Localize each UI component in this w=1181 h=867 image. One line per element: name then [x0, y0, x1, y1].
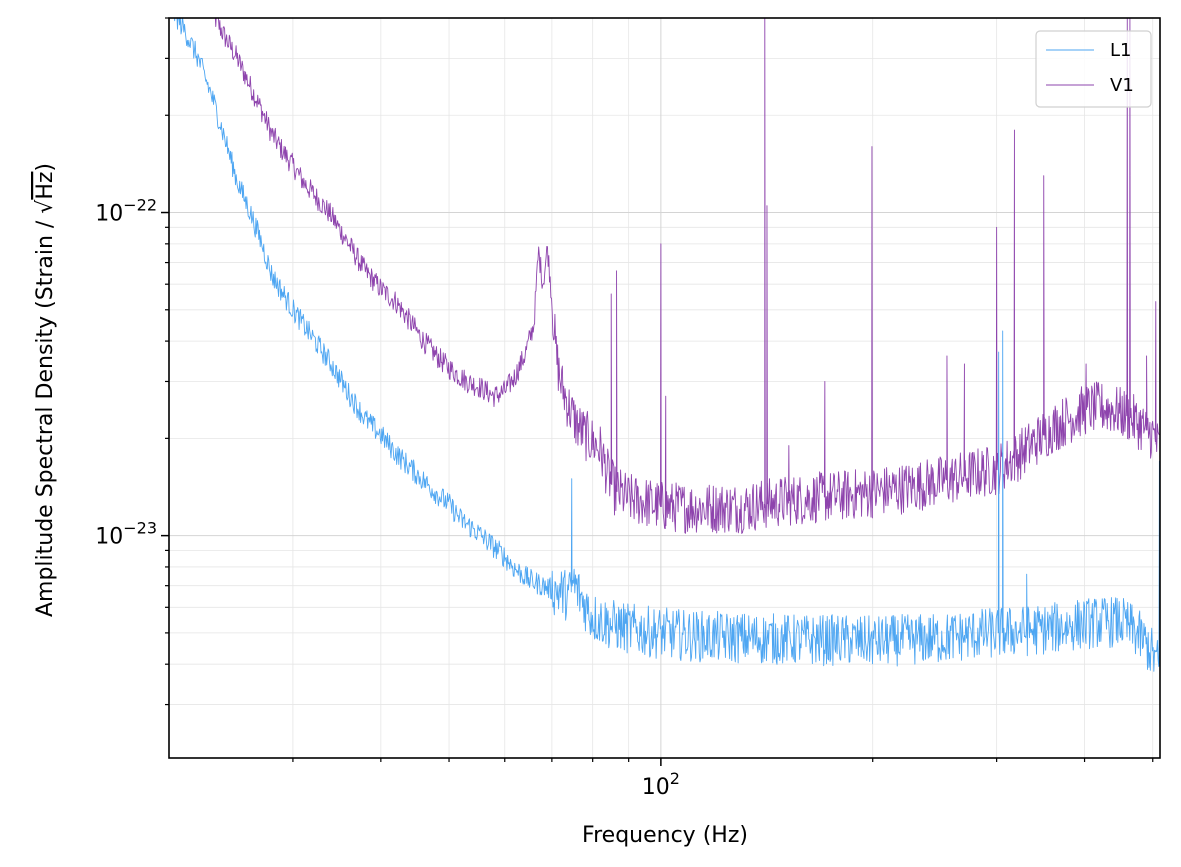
x-axis-title: Frequency (Hz): [582, 823, 748, 848]
y-axis-title-prefix: Amplitude Spectral Density (Strain /: [33, 214, 58, 617]
axis-ticks: 102 10−23 10−22: [95, 17, 1154, 800]
sqrt-sign: √: [33, 199, 58, 214]
y-tick-label: 10−22: [95, 196, 157, 227]
legend-label-v1: V1: [1110, 75, 1134, 96]
y-axis-title: Amplitude Spectral Density (Strain / √Hz…: [33, 163, 58, 617]
series-layer: [172, 18, 1160, 672]
series-line-l1: [172, 18, 1160, 672]
legend: L1 V1: [1035, 30, 1152, 108]
y-axis-title-suffix: ): [33, 163, 58, 172]
y-axis-title-radicand: Hz: [33, 172, 58, 200]
x-tick-label: 102: [642, 769, 680, 800]
legend-label-l1: L1: [1110, 40, 1131, 61]
y-tick-label: 10−23: [95, 519, 157, 550]
plot-frame: [168, 17, 1161, 759]
series-line-v1: [214, 18, 1160, 534]
